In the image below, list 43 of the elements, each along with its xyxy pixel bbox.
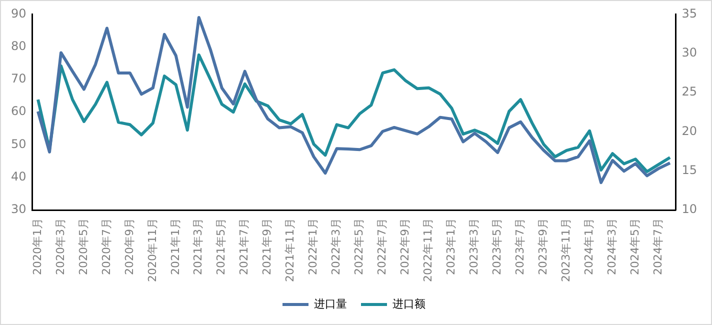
x-tick-label: 2023年3月 xyxy=(468,218,481,276)
y-tick-label: 50 xyxy=(10,136,26,151)
x-tick-label: 2021年3月 xyxy=(192,218,205,276)
x-tick-label: 2020年9月 xyxy=(122,218,136,276)
y-tick-label: 80 xyxy=(10,38,26,53)
x-tick-label: 2020年11月 xyxy=(146,218,159,282)
x-tick-label: 2021年7月 xyxy=(238,218,251,276)
x-tick-label: 2020年7月 xyxy=(100,218,113,276)
legend-label: 进口额 xyxy=(392,297,426,310)
x-tick-label: 2020年3月 xyxy=(54,218,67,276)
y-tick-label: 70 xyxy=(10,72,26,86)
y2-tick-label: 25 xyxy=(682,84,698,99)
x-tick-label: 2021年5月 xyxy=(214,218,228,276)
y2-tick-label: 10 xyxy=(682,202,698,216)
y-tick-label: 90 xyxy=(10,6,26,20)
y-tick-label: 60 xyxy=(10,104,26,118)
y-tick-label: 40 xyxy=(10,170,26,184)
x-tick-label: 2022年11月 xyxy=(422,218,435,282)
x-tick-label: 2022年9月 xyxy=(398,218,412,276)
x-tick-label: 2023年11月 xyxy=(559,218,572,282)
x-tick-label: 2022年1月 xyxy=(306,218,320,276)
x-tick-label: 2024年3月 xyxy=(605,218,618,276)
x-tick-label: 2022年5月 xyxy=(352,218,366,276)
x-tick-label: 2020年5月 xyxy=(76,218,90,276)
x-tick-label: 2023年5月 xyxy=(490,218,504,276)
x-tick-label: 2022年7月 xyxy=(376,218,389,276)
y-tick-label: 30 xyxy=(10,202,26,216)
y2-tick-label: 30 xyxy=(682,45,698,60)
x-tick-label: 2022年3月 xyxy=(330,218,343,276)
x-tick-label: 2020年1月 xyxy=(30,218,44,276)
y2-tick-label: 15 xyxy=(682,162,698,177)
x-tick-label: 2024年5月 xyxy=(628,218,642,276)
y2-tick-label: 20 xyxy=(682,124,698,138)
y2-tick-label: 35 xyxy=(682,6,698,20)
x-tick-label: 2023年1月 xyxy=(444,218,458,276)
x-tick-label: 2021年9月 xyxy=(260,218,274,276)
x-tick-label: 2024年1月 xyxy=(582,218,596,276)
x-tick-label: 2021年11月 xyxy=(284,218,297,282)
x-tick-label: 2023年9月 xyxy=(536,218,550,276)
x-tick-label: 2021年1月 xyxy=(168,218,182,276)
legend-label: 进口量 xyxy=(314,297,347,310)
x-tick-label: 2024年7月 xyxy=(651,218,664,276)
x-tick-label: 2023年7月 xyxy=(513,218,526,276)
